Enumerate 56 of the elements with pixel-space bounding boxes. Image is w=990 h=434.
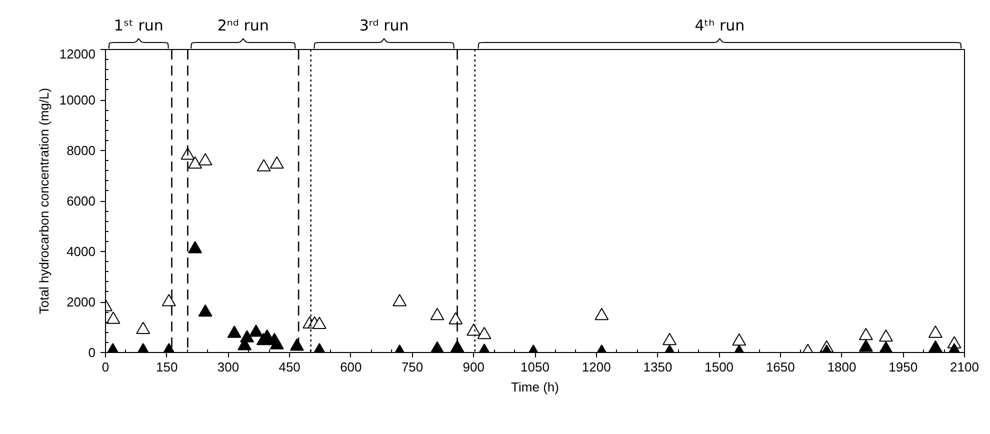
point bbox=[249, 324, 264, 337]
point bbox=[312, 316, 326, 329]
text: 3ʳᵈ run bbox=[359, 16, 409, 34]
x-tick-label: 150 bbox=[156, 360, 178, 374]
x-tick-label: 750 bbox=[401, 360, 424, 374]
text: 4ᵗʰ run bbox=[694, 16, 745, 34]
point bbox=[188, 240, 202, 254]
x-tick-label: 1950 bbox=[888, 360, 918, 374]
x-tick-label: 450 bbox=[278, 360, 300, 374]
point bbox=[858, 339, 873, 352]
x-tick-label: 1500 bbox=[704, 360, 734, 374]
point bbox=[198, 153, 212, 166]
y-tick-label: 2000 bbox=[66, 294, 96, 310]
x-tick-label: 1350 bbox=[643, 360, 672, 374]
point bbox=[928, 326, 942, 338]
point bbox=[136, 322, 150, 334]
point bbox=[106, 312, 120, 324]
point bbox=[240, 330, 254, 342]
y-tick-label: 4000 bbox=[66, 244, 96, 259]
x-tick-label: 1800 bbox=[827, 360, 856, 374]
point bbox=[227, 326, 242, 338]
y-tick-label: 6000 bbox=[66, 194, 96, 208]
point bbox=[256, 159, 271, 172]
point bbox=[448, 312, 463, 324]
point bbox=[430, 308, 444, 320]
point bbox=[392, 294, 407, 306]
point bbox=[270, 337, 284, 350]
x-tick-label: 600 bbox=[340, 360, 362, 374]
text: 1ˢᵗ run bbox=[114, 16, 164, 34]
point bbox=[466, 324, 481, 336]
x-tick-label: 1200 bbox=[582, 360, 611, 374]
point bbox=[878, 329, 893, 342]
point bbox=[477, 326, 492, 340]
x-tick-label: 1050 bbox=[520, 360, 550, 374]
x-tick-label: 0 bbox=[102, 360, 110, 374]
x-tick-label: 900 bbox=[462, 360, 484, 374]
x-axis-title: Time (h) bbox=[511, 380, 559, 394]
point bbox=[162, 294, 176, 306]
point bbox=[732, 333, 746, 346]
point bbox=[270, 156, 284, 169]
y-tick-label: 0 bbox=[88, 345, 96, 360]
point bbox=[290, 338, 304, 351]
x-tick-label: 300 bbox=[217, 360, 240, 374]
point bbox=[188, 156, 202, 169]
y-tick-label: 10000 bbox=[59, 92, 96, 108]
point bbox=[928, 340, 942, 352]
y-tick-label: 8000 bbox=[66, 143, 96, 158]
y-axis-title: Total hydrocarbon concentration (mg/L) bbox=[36, 88, 52, 314]
x-tick-label: 2100 bbox=[950, 360, 979, 374]
point bbox=[858, 328, 873, 340]
point bbox=[198, 304, 212, 317]
x-tick-label: 1650 bbox=[766, 360, 795, 374]
point bbox=[594, 308, 609, 320]
y-tick-label: 12000 bbox=[59, 46, 96, 62]
point bbox=[662, 332, 677, 346]
text: 2ⁿᵈ run bbox=[217, 16, 269, 34]
